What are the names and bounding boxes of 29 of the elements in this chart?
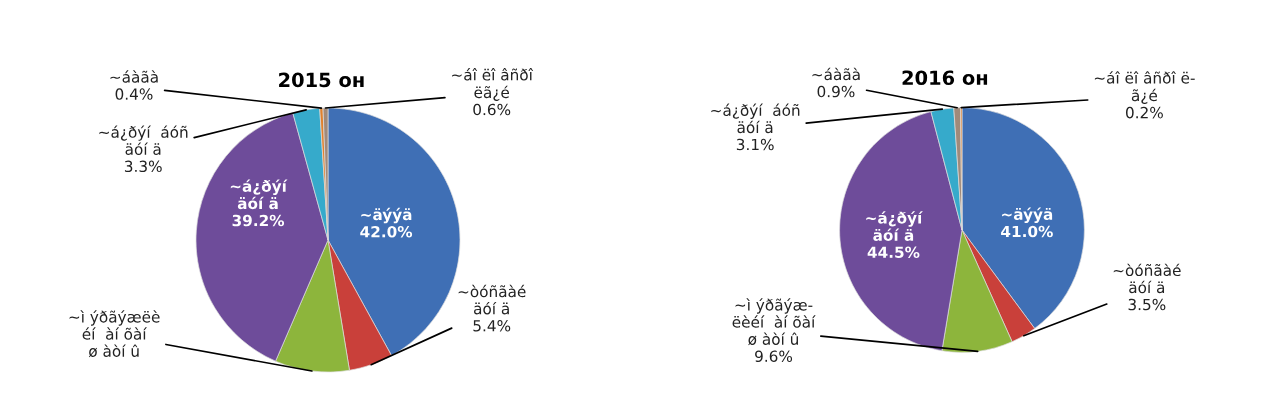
slice-label: ~á¿ðýí äóí ä	[866, 211, 923, 241]
slice-label: ~äýýä	[1002, 207, 1053, 224]
data-label: 0.4%	[115, 88, 153, 100]
data-label: 9.6%	[755, 350, 793, 362]
chart-title: 2016 он	[902, 70, 988, 86]
data-label: 0.6%	[473, 103, 511, 116]
data-label: 42.0%	[360, 225, 413, 238]
data-label: 44.5%	[867, 246, 920, 259]
slice-label: ~áàãà	[812, 67, 860, 81]
data-label: 3.1%	[736, 138, 774, 151]
slice-label: ~á¿ðýí áóñ äóí ä	[99, 125, 188, 155]
slice-label: ~á¿ðýí áóñ äóí ä	[711, 103, 800, 134]
slice-label: ~áî ëî âñðî ëã¿é	[452, 68, 534, 101]
slice-label: ~áàãà	[110, 70, 158, 83]
slice-label: ~ì ýðãýæ- ëèéí àí õàí ø àòí û	[732, 298, 816, 346]
data-label: 3.3%	[124, 160, 162, 173]
data-label: 3.5%	[1128, 298, 1166, 311]
data-label: 41.0%	[1001, 225, 1053, 238]
slice-label: ~á¿ðýí äóí ä	[230, 179, 288, 210]
slice-label: ~äýýä	[361, 207, 412, 224]
slice-label: ~òóñãàé äóí ä	[1113, 263, 1181, 294]
slice-label: ~òóñãàé äóí ä	[458, 284, 526, 315]
data-label: 0.9%	[817, 85, 855, 98]
data-label: 39.2%	[232, 214, 285, 227]
slice-label: ~áî ëî âñðî ë- ã¿é	[1094, 71, 1195, 105]
data-label: 5.4%	[473, 319, 511, 332]
slice-label: ~ì ýðãýæëè éí àí õàí ø àòí û	[69, 310, 160, 358]
chart-title: 2015 он	[279, 72, 364, 88]
data-label: 0.2%	[1125, 106, 1163, 119]
